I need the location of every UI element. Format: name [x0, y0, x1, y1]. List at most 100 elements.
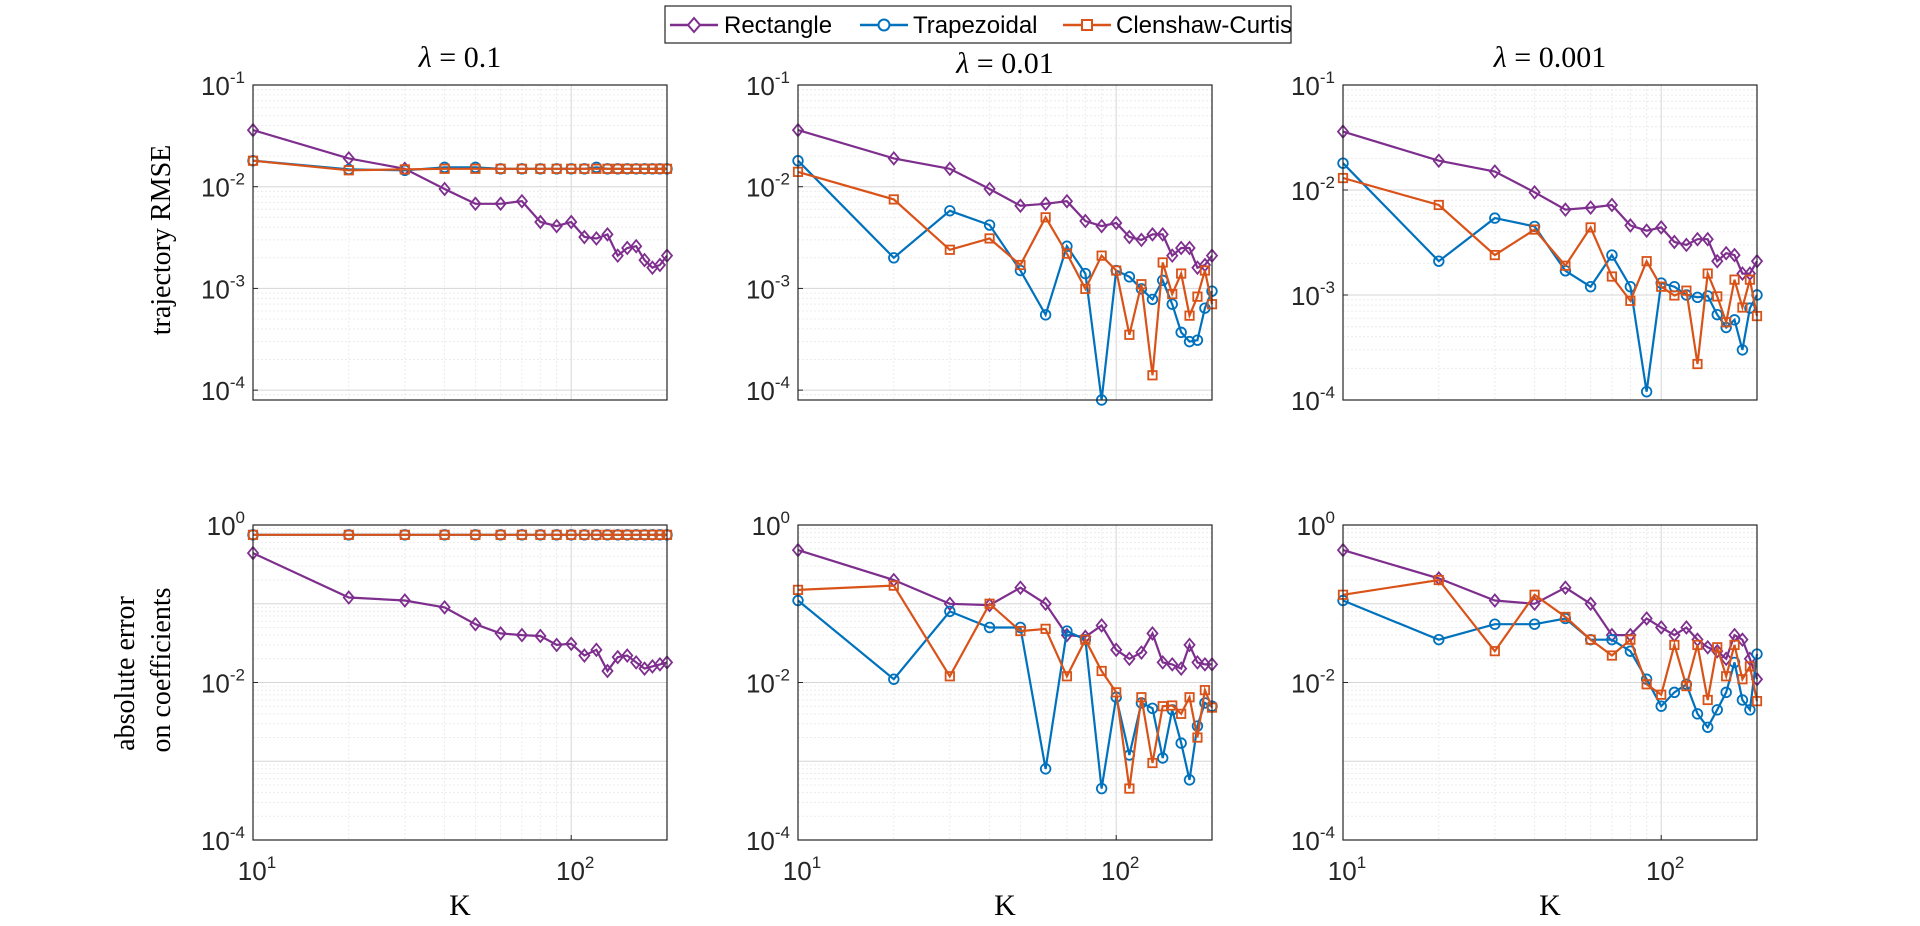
data-point-rectangle	[1728, 247, 1741, 263]
data-point-rectangle	[1559, 202, 1572, 218]
series-clenshaw-curtis	[792, 580, 1218, 794]
data-point-rectangle	[1668, 234, 1681, 250]
data-point-clenshaw-curtis	[399, 529, 410, 540]
data-point-rectangle	[398, 593, 411, 608]
y-tick-label: 10-4	[1291, 823, 1335, 856]
series-trapezoidal	[1337, 157, 1763, 398]
data-point-clenshaw-curtis	[566, 163, 577, 174]
data-point-trapezoidal	[1711, 704, 1723, 716]
data-point-trapezoidal	[1744, 704, 1756, 716]
data-point-clenshaw-curtis	[470, 529, 481, 540]
data-point-trapezoidal	[944, 605, 956, 618]
data-point-clenshaw-curtis	[1157, 257, 1168, 268]
data-point-clenshaw-curtis	[1433, 199, 1444, 211]
data-point-clenshaw-curtis	[1712, 642, 1723, 653]
data-point-rectangle	[611, 649, 624, 665]
data-point-rectangle	[1135, 232, 1148, 248]
data-point-clenshaw-curtis	[1192, 732, 1203, 743]
data-point-trapezoidal	[1711, 308, 1723, 321]
data-point-rectangle	[983, 181, 996, 197]
data-point-clenshaw-curtis	[399, 164, 410, 175]
chart-panel-3: 10-1 10-2 10-3 10-4	[1291, 68, 1764, 416]
data-point-clenshaw-curtis	[1744, 661, 1756, 672]
data-point-clenshaw-curtis	[579, 163, 590, 174]
data-point-clenshaw-curtis	[1681, 681, 1692, 692]
chart-panel-2: 10-1 10-2 10-3 10-4	[746, 68, 1219, 406]
data-point-rectangle	[1110, 215, 1123, 231]
data-point-rectangle	[1039, 196, 1052, 212]
y-tick-label: 10-3	[746, 271, 790, 304]
data-point-clenshaw-curtis	[1560, 611, 1571, 623]
data-point-rectangle	[1060, 193, 1074, 209]
data-point-rectangle	[534, 214, 547, 230]
data-point-clenshaw-curtis	[1184, 692, 1195, 703]
y-tick-label: 10-1	[201, 68, 245, 101]
data-point-rectangle	[578, 229, 591, 245]
series-line-rectangle	[1342, 130, 1758, 275]
series-line-clenshaw-curtis	[797, 584, 1214, 789]
data-point-rectangle	[469, 196, 482, 212]
data-point-clenshaw-curtis	[1692, 358, 1703, 370]
data-point-clenshaw-curtis	[1712, 291, 1723, 302]
data-point-rectangle	[1680, 620, 1693, 635]
plot-area	[798, 85, 1212, 400]
series-clenshaw-curtis	[1337, 574, 1763, 707]
data-point-trapezoidal	[1736, 344, 1749, 356]
legend-entry-trapezoidal: Trapezoidal	[860, 12, 1038, 39]
data-point-clenshaw-curtis	[1606, 271, 1618, 282]
data-point-clenshaw-curtis	[1192, 291, 1203, 302]
data-point-clenshaw-curtis	[1096, 665, 1107, 677]
data-point-rectangle	[1701, 639, 1714, 655]
axes-box	[252, 84, 668, 401]
legend-label-rectangle: Rectangle	[724, 12, 832, 39]
data-point-trapezoidal	[1433, 633, 1445, 646]
data-point-rectangle	[578, 648, 591, 663]
data-point-clenshaw-curtis	[566, 529, 577, 540]
axes-box	[797, 84, 1213, 401]
y-axis-label-trajectory-rmse: trajectory RMSE	[146, 145, 177, 336]
data-point-clenshaw-curtis	[1744, 274, 1756, 285]
data-point-trapezoidal	[1166, 298, 1178, 310]
data-point-clenshaw-curtis	[1737, 302, 1748, 313]
data-point-rectangle	[1655, 220, 1668, 235]
data-point-clenshaw-curtis	[1096, 250, 1107, 261]
y-tick-label: 10-2	[746, 170, 790, 203]
data-point-rectangle	[1095, 218, 1108, 234]
data-point-rectangle	[1640, 611, 1653, 626]
data-point-clenshaw-curtis	[1656, 689, 1667, 700]
data-point-rectangle	[1014, 198, 1027, 214]
data-point-trapezoidal	[1528, 618, 1541, 630]
data-point-trapezoidal	[1079, 267, 1092, 280]
data-point-clenshaw-curtis	[1157, 701, 1168, 712]
data-point-clenshaw-curtis	[612, 529, 623, 540]
data-point-rectangle	[1146, 226, 1159, 242]
data-point-trapezoidal	[1183, 774, 1196, 786]
data-point-rectangle	[342, 590, 355, 605]
data-point-clenshaw-curtis	[1729, 274, 1740, 285]
plot-area	[1343, 85, 1757, 400]
data-point-trapezoidal	[1157, 752, 1169, 764]
y-tick-label: 10-4	[201, 823, 245, 856]
x-tick-label: 102	[1646, 853, 1684, 886]
data-point-rectangle	[515, 193, 529, 209]
data-point-rectangle	[1605, 627, 1619, 643]
data-point-rectangle	[638, 252, 651, 268]
data-point-rectangle	[601, 663, 614, 679]
x-axis-label-1: K	[449, 889, 471, 922]
series-line-trapezoidal	[1342, 162, 1758, 392]
data-point-rectangle	[1640, 223, 1653, 239]
data-point-rectangle	[1605, 197, 1619, 213]
data-point-clenshaw-curtis	[1529, 589, 1540, 600]
data-point-rectangle	[1174, 240, 1188, 256]
data-point-rectangle	[515, 627, 529, 643]
y-tick-label: 10-4	[1291, 383, 1335, 416]
y-tick-label: 10-2	[746, 666, 790, 699]
data-point-trapezoidal	[1691, 708, 1704, 720]
data-point-rectangle	[1711, 253, 1724, 269]
data-point-rectangle	[1183, 637, 1196, 653]
series-line-trapezoidal	[797, 159, 1214, 401]
data-point-trapezoidal	[983, 219, 996, 231]
y-tick-label: 10-2	[201, 170, 245, 203]
data-point-clenshaw-curtis	[1111, 687, 1122, 698]
chart-panels: 10-1 10-2 10-3 10-4 10-1 10-2 10-3 10-4 10-1 10-2…	[201, 68, 1764, 886]
